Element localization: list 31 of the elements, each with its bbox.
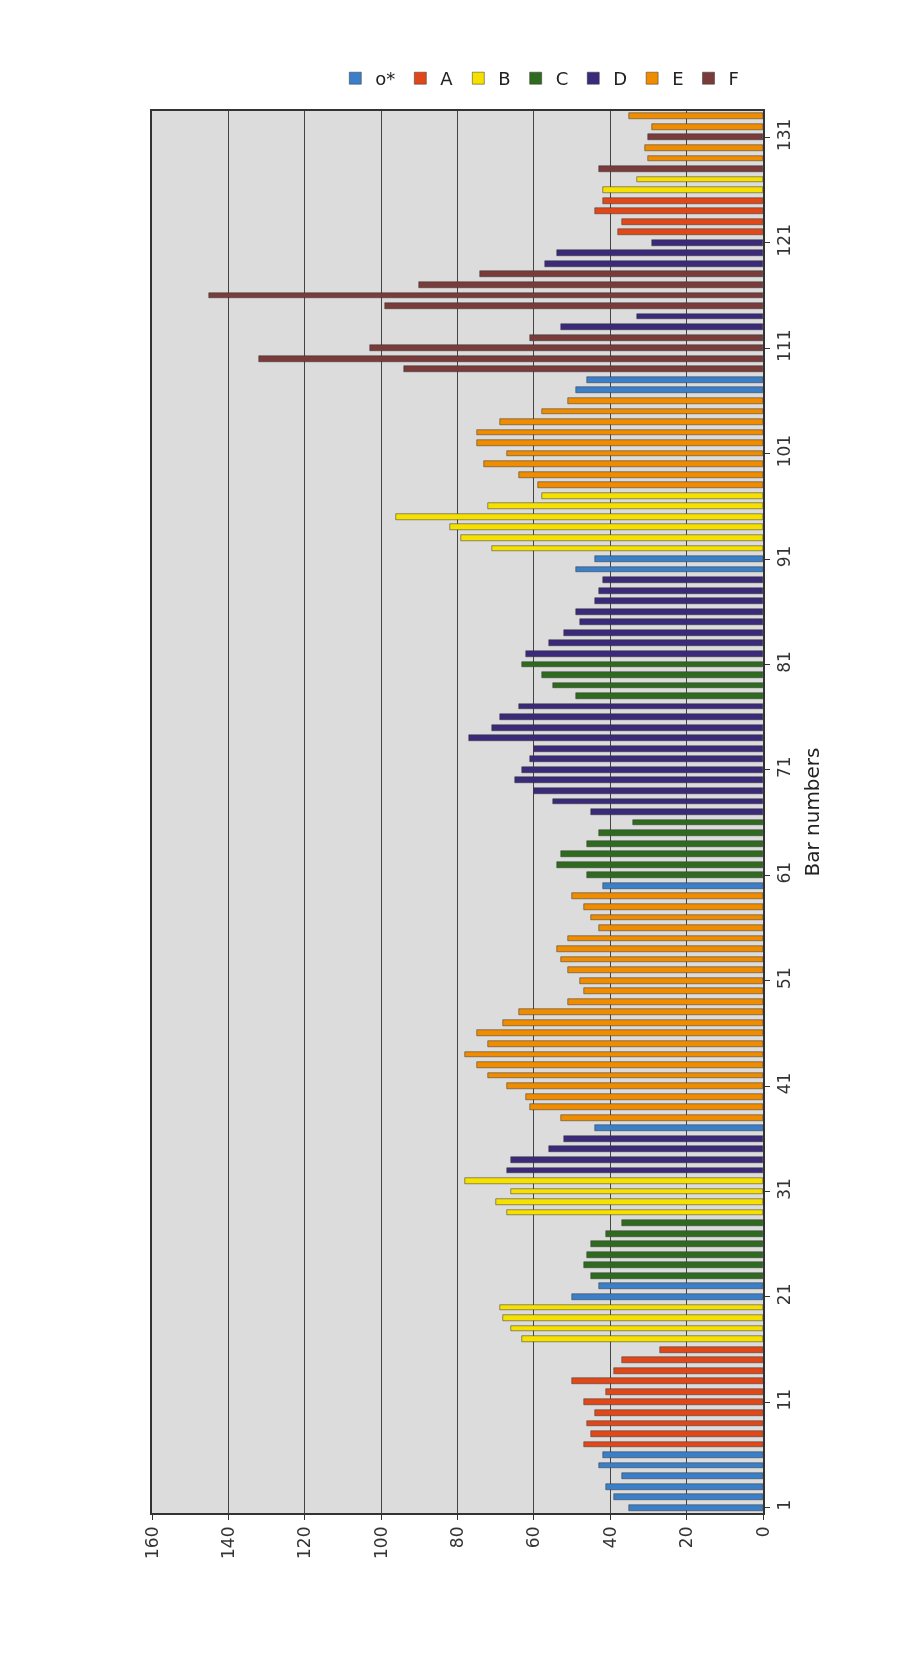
y-tick-label: 31 xyxy=(774,1178,795,1200)
y-tick-label: 51 xyxy=(774,967,795,989)
legend-label: o* xyxy=(375,68,396,90)
y-axis-title: Bar numbers xyxy=(800,747,825,877)
x-tick-label: 60 xyxy=(523,1526,544,1549)
legend-label: D xyxy=(613,68,628,90)
y-tick-label: 1 xyxy=(774,1499,795,1511)
y-tick-label: 11 xyxy=(774,1388,795,1411)
legend-label: A xyxy=(440,68,454,90)
y-tick-label: 121 xyxy=(774,223,795,257)
y-tick-label: 101 xyxy=(774,434,795,468)
x-tick-label: 160 xyxy=(141,1526,162,1559)
y-tick-label: 91 xyxy=(774,545,795,568)
x-tick-label: 120 xyxy=(294,1526,315,1559)
legend-label: B xyxy=(498,68,511,90)
x-tick-label: 20 xyxy=(676,1526,697,1549)
y-tick-label: 111 xyxy=(774,329,795,362)
y-tick-label: 71 xyxy=(774,756,795,779)
legend-label: E xyxy=(672,68,684,90)
y-tick-label: 81 xyxy=(774,651,795,673)
legend-label: C xyxy=(555,68,569,90)
x-tick-label: 100 xyxy=(370,1526,391,1559)
y-tick-label: 131 xyxy=(774,118,795,152)
x-tick-label: 140 xyxy=(217,1526,238,1559)
x-tick-label: 0 xyxy=(752,1526,773,1538)
legend-label: F xyxy=(728,68,739,90)
y-tick-label: 21 xyxy=(774,1283,795,1306)
y-tick-label: 41 xyxy=(774,1072,795,1095)
x-tick-label: 80 xyxy=(447,1526,468,1549)
y-tick-label: 61 xyxy=(774,861,795,884)
x-tick-label: 40 xyxy=(599,1526,620,1549)
